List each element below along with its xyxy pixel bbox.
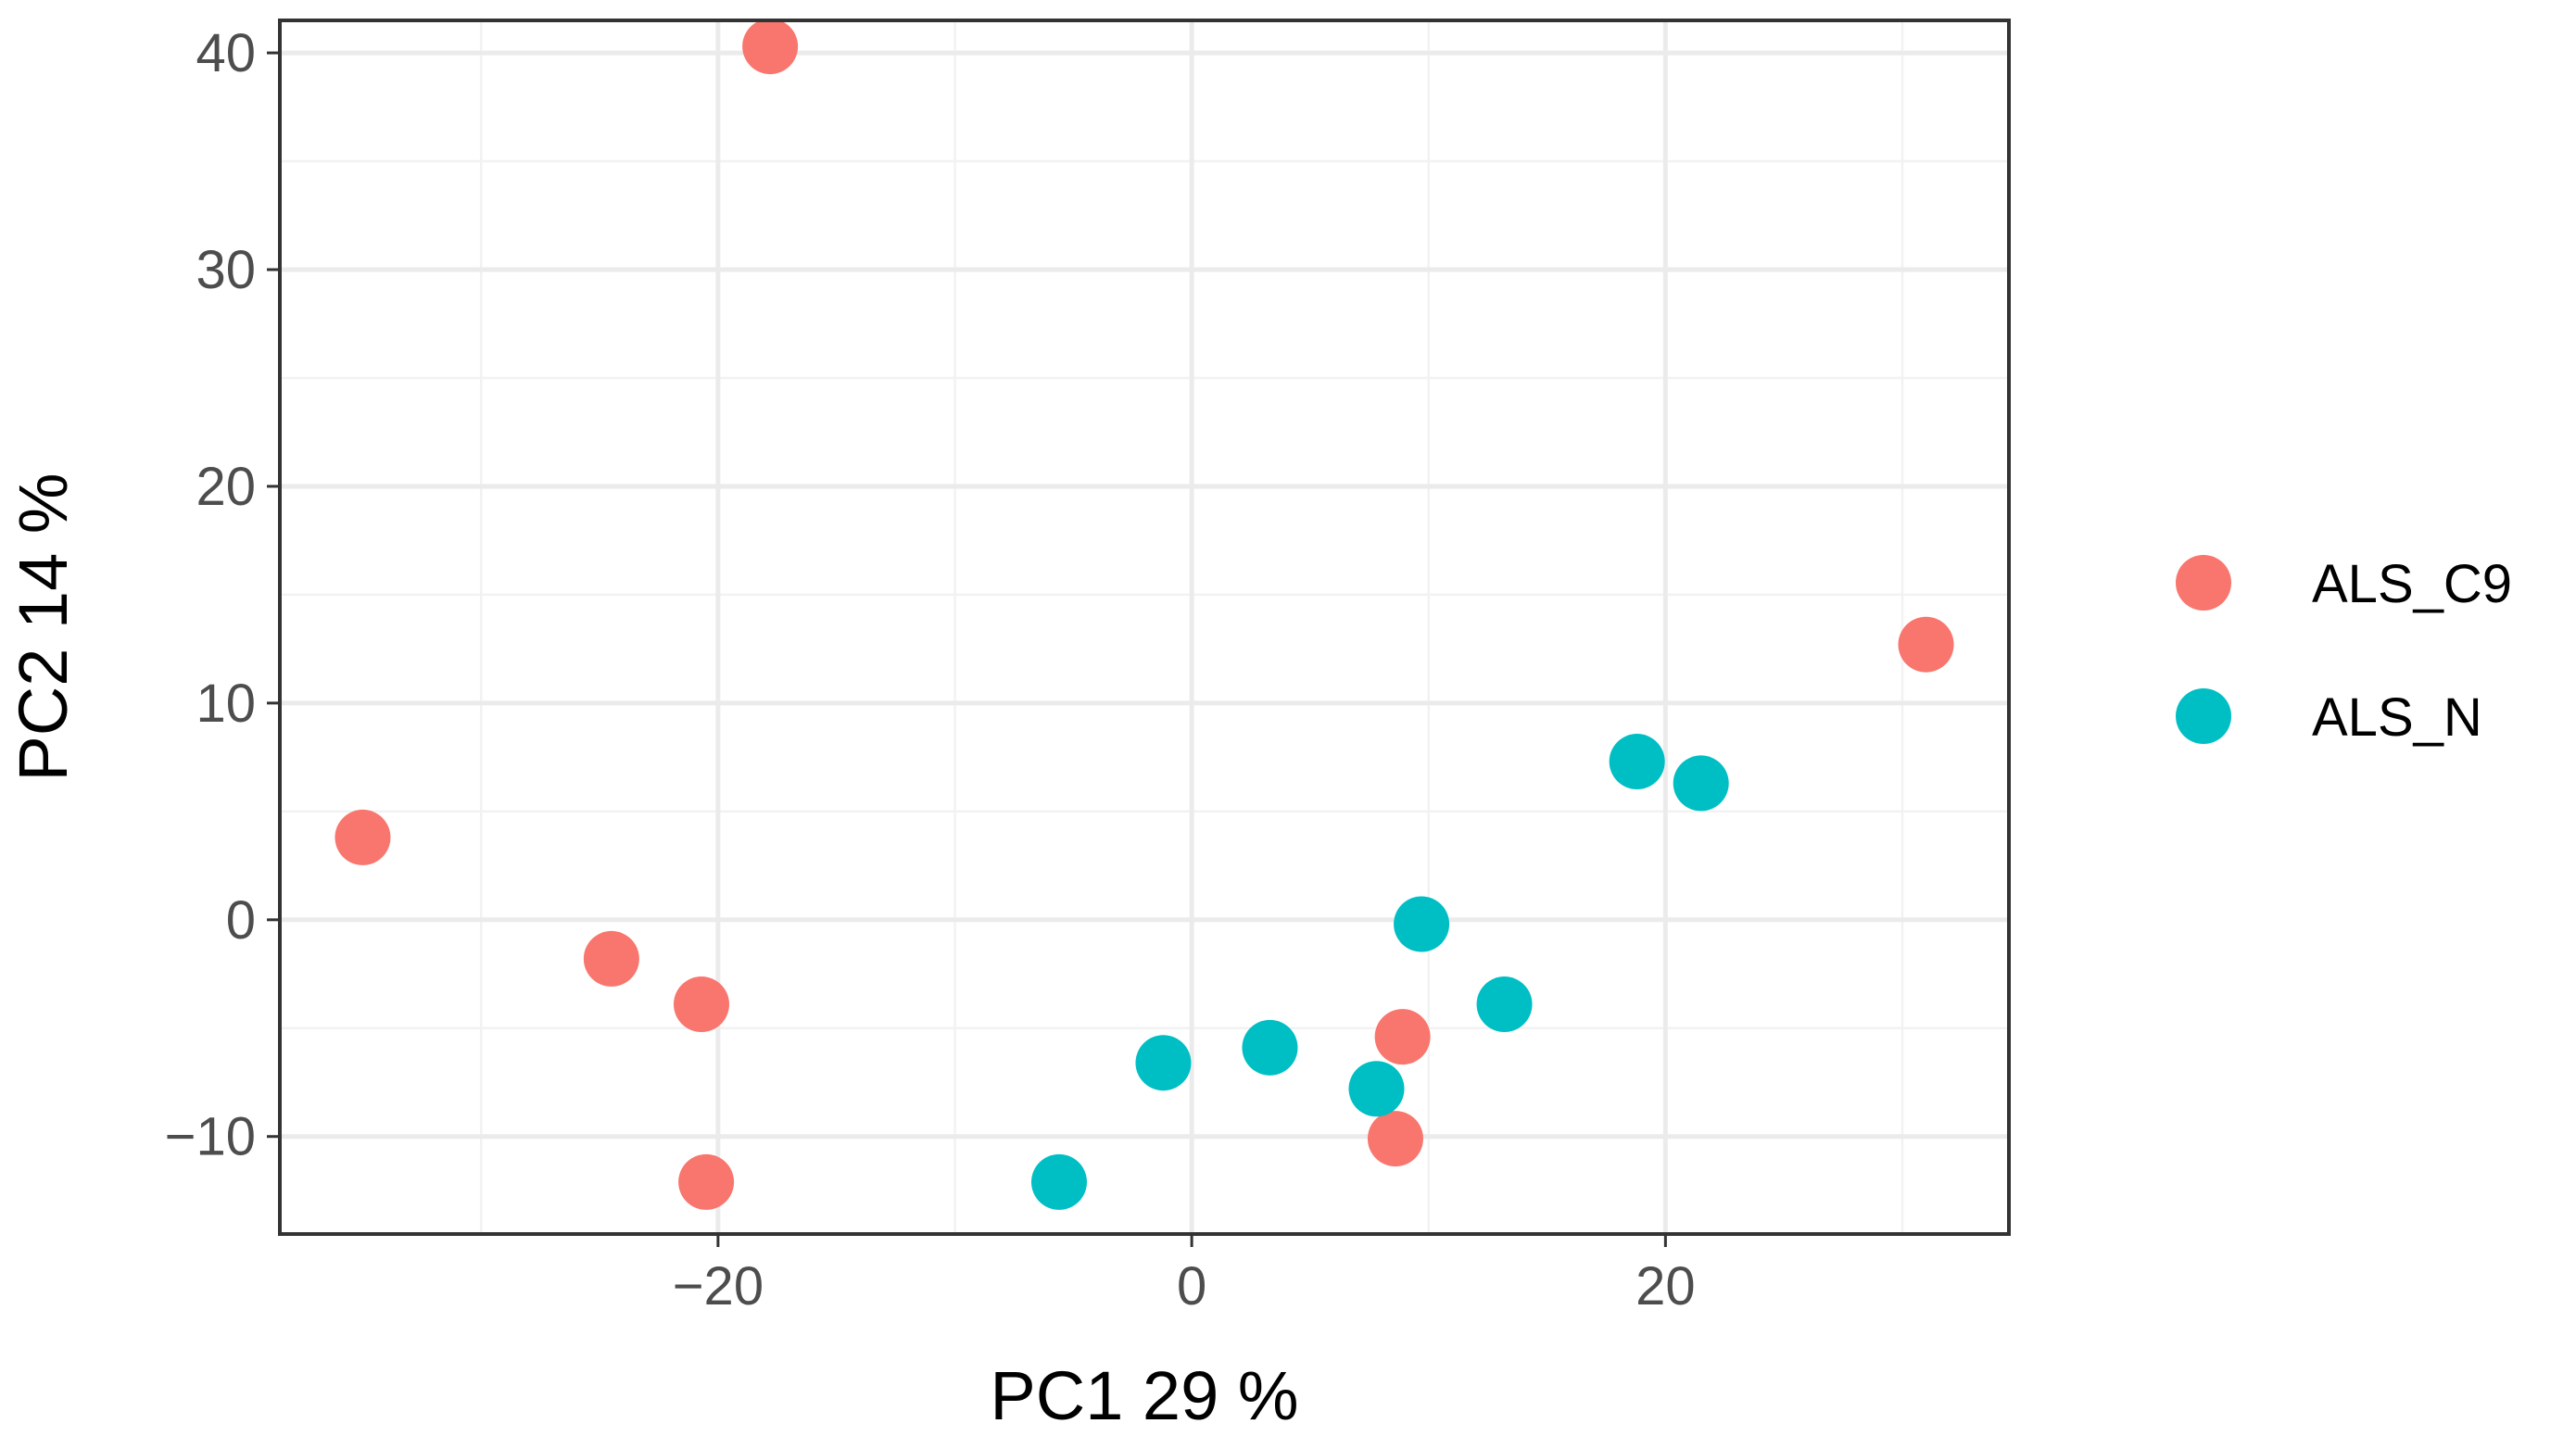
point-als-n: [1348, 1061, 1405, 1117]
point-als-n: [1135, 1035, 1192, 1091]
point-als-c9: [742, 19, 799, 75]
point-als-n: [1609, 734, 1665, 790]
data-points: [335, 19, 1954, 1210]
y-tick-label: 40: [196, 23, 256, 83]
x-tick-label: 20: [1635, 1256, 1696, 1316]
y-tick-label: −10: [165, 1107, 256, 1167]
minor-gridlines: [280, 20, 2009, 1234]
y-axis-title: PC2 14 %: [5, 472, 82, 781]
plot-panel-border: [278, 19, 2011, 1236]
x-axis-title: PC1 29 %: [990, 1357, 1298, 1434]
legend: ALS_C9 ALS_N: [2176, 554, 2512, 748]
y-tick-label: 10: [196, 674, 256, 734]
x-axis-ticks: −20 0 20: [673, 1234, 1696, 1316]
y-tick-label: 20: [196, 457, 256, 517]
major-gridlines: [280, 20, 2009, 1234]
point-als-c9: [1898, 616, 1954, 673]
point-als-c9: [1374, 1009, 1431, 1065]
legend-key-als-n: [2176, 688, 2231, 744]
point-als-n: [1242, 1019, 1298, 1076]
point-als-n: [1673, 755, 1729, 812]
point-als-n: [1030, 1153, 1087, 1210]
y-tick-label: 0: [226, 890, 256, 951]
point-als-c9: [583, 930, 639, 987]
y-axis-ticks: −10 0 10 20 30 40: [165, 23, 280, 1167]
point-als-c9: [673, 976, 729, 1033]
point-als-n: [1394, 896, 1450, 952]
point-als-c9: [1367, 1111, 1423, 1167]
point-als-c9: [335, 809, 391, 865]
x-tick-label: 0: [1177, 1256, 1206, 1316]
legend-label-als-n: ALS_N: [2312, 687, 2482, 748]
x-tick-label: −20: [673, 1256, 764, 1316]
legend-key-als-c9: [2176, 555, 2231, 611]
point-als-n: [1476, 976, 1533, 1033]
point-als-c9: [678, 1153, 735, 1210]
legend-label-als-c9: ALS_C9: [2312, 554, 2512, 614]
y-tick-label: 30: [196, 240, 256, 300]
